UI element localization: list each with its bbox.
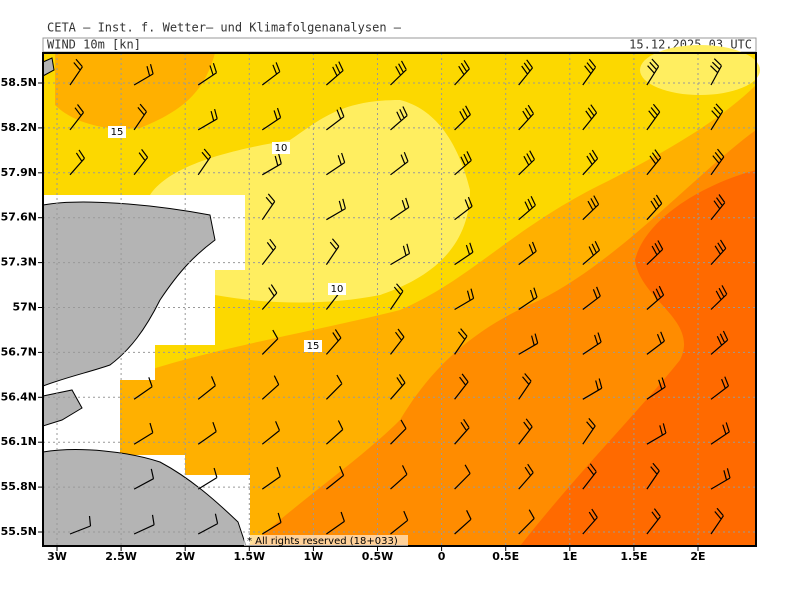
- lon-label: 1W: [304, 550, 324, 563]
- contour-label-bg: [328, 283, 346, 295]
- lat-label: 57.9N: [1, 166, 37, 179]
- lat-label: 57.6N: [1, 211, 37, 224]
- map-area: [42, 45, 760, 547]
- lat-label: 56.4N: [1, 390, 37, 403]
- contour-label: 10: [275, 143, 288, 154]
- contour-label: 15: [111, 127, 124, 138]
- wind-barbs: [69, 58, 731, 535]
- lon-label: 0: [438, 550, 446, 563]
- axis-labels: 3W 2.5W 2W 1.5W 1W 0.5W 0 0.5E 1E 1.5E 2E 58.5N 58.2…: [1, 76, 706, 563]
- contour-label-bg: [304, 340, 322, 352]
- lon-label: 2W: [175, 550, 195, 563]
- lat-label: 56.1N: [1, 435, 37, 448]
- contour-label-bg: [108, 126, 126, 138]
- land: [42, 201, 216, 387]
- lon-label: 1.5E: [620, 550, 647, 563]
- lon-label: 1E: [562, 550, 577, 563]
- footer: * All rights reserved (18+033): [247, 536, 398, 547]
- lat-label: 55.8N: [1, 480, 37, 493]
- lat-label: 57.3N: [1, 256, 37, 269]
- contour-label: 10: [331, 284, 344, 295]
- lon-label: 0.5E: [492, 550, 519, 563]
- graticule: [43, 53, 756, 546]
- lon-label: 3W: [47, 550, 67, 563]
- shade-orange-light: [55, 53, 215, 129]
- contour-label: 15: [307, 341, 320, 352]
- field-name: WIND 10m [kn]: [47, 38, 141, 52]
- contour-label-bg: [272, 142, 290, 154]
- footer-bg: [244, 535, 408, 546]
- lat-label: 56.7N: [1, 345, 37, 358]
- lat-label: 58.5N: [1, 76, 37, 89]
- barb: [69, 58, 731, 535]
- lon-label: 2.5W: [105, 550, 137, 563]
- lat-label: 55.5N: [1, 525, 37, 538]
- lon-label: 1.5W: [233, 550, 265, 563]
- lat-label: 58.2N: [1, 121, 37, 134]
- lon-label: 0.5W: [362, 550, 394, 563]
- shade-dark-orange: [520, 170, 756, 546]
- land: [42, 449, 247, 547]
- lon-label: 2E: [690, 550, 705, 563]
- lat-label: 57N: [12, 301, 37, 314]
- institute: CETA – Inst. f. Wetter– und Klimafolgena…: [47, 21, 402, 35]
